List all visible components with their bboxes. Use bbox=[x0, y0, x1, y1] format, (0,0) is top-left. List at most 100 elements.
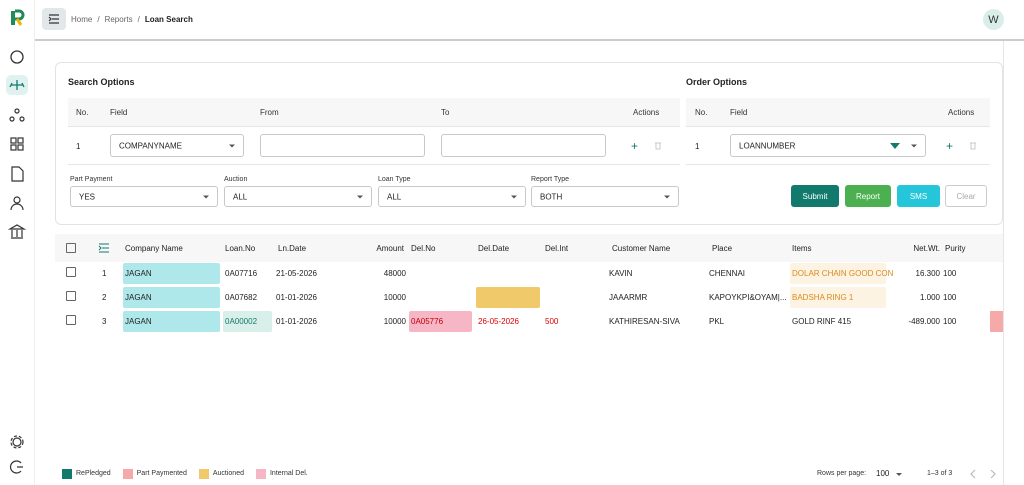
cell-highlight bbox=[223, 311, 272, 332]
row-index: 3 bbox=[102, 317, 107, 326]
row-number: 1 bbox=[76, 142, 81, 151]
field-select[interactable]: COMPANYNAME bbox=[110, 134, 244, 157]
column-header: Field bbox=[730, 108, 748, 117]
add-button[interactable]: + bbox=[631, 139, 639, 153]
column-header: From bbox=[260, 108, 279, 117]
cell-highlight bbox=[790, 263, 886, 284]
column-header: Del.No bbox=[411, 244, 436, 253]
cell: 100 bbox=[943, 293, 957, 302]
cell: KATHIRESAN-SIVA bbox=[609, 317, 680, 326]
columns-icon[interactable] bbox=[98, 243, 110, 253]
select-value: COMPANYNAME bbox=[119, 141, 182, 150]
cell: 21-05-2026 bbox=[276, 269, 317, 278]
rows-caret[interactable] bbox=[896, 473, 902, 476]
filter-select[interactable]: BOTH bbox=[531, 186, 679, 207]
legend-swatch bbox=[122, 469, 133, 479]
from-input[interactable] bbox=[260, 134, 425, 157]
column-header: Items bbox=[792, 244, 812, 253]
search-card bbox=[55, 62, 1003, 225]
dashboard-icon[interactable] bbox=[10, 50, 24, 64]
crumb[interactable]: Home bbox=[71, 15, 93, 24]
sidebar-divider bbox=[34, 0, 35, 485]
cell: CHENNAI bbox=[709, 269, 746, 278]
column-header: Place bbox=[712, 244, 733, 253]
table-header bbox=[686, 98, 990, 127]
column-header: No. bbox=[695, 108, 708, 117]
action-button[interactable]: Submit bbox=[791, 185, 839, 207]
avatar[interactable]: W bbox=[983, 9, 1004, 30]
row-checkbox[interactable] bbox=[66, 267, 76, 277]
column-header: Customer Name bbox=[612, 244, 671, 253]
menu-toggle[interactable] bbox=[42, 8, 66, 30]
to-input[interactable] bbox=[441, 134, 606, 157]
filter-select[interactable]: YES bbox=[70, 186, 218, 207]
cell: 10000 bbox=[383, 317, 406, 326]
action-button[interactable]: Report bbox=[845, 185, 891, 207]
cell: JAGAN bbox=[125, 269, 152, 278]
page-range: 1–3 of 3 bbox=[927, 470, 953, 477]
select-value: ALL bbox=[387, 192, 402, 201]
nav-icons[interactable] bbox=[7, 108, 27, 474]
cell: 100 bbox=[943, 317, 957, 326]
cell: 500 bbox=[545, 317, 559, 326]
order-select[interactable]: LOANNUMBER bbox=[730, 134, 926, 157]
filter-label: Report Type bbox=[531, 176, 570, 183]
delete-button[interactable] bbox=[654, 141, 662, 150]
select-all[interactable] bbox=[66, 243, 76, 253]
cell: 0A07682 bbox=[225, 293, 258, 302]
legend-label: RePledged bbox=[76, 470, 111, 477]
legend-label: Part Paymented bbox=[136, 470, 187, 477]
legend-swatch bbox=[255, 469, 266, 479]
cell-highlight bbox=[123, 263, 220, 284]
content-border bbox=[1003, 41, 1004, 485]
table-header bbox=[68, 98, 680, 127]
filter-select[interactable]: ALL bbox=[378, 186, 526, 207]
results-header bbox=[55, 234, 1003, 262]
cell-highlight bbox=[123, 311, 220, 332]
cell: JAAARMR bbox=[609, 293, 648, 302]
sort-icon[interactable] bbox=[890, 143, 900, 149]
filter-label: Loan Type bbox=[378, 176, 411, 183]
legend-label: Auctioned bbox=[212, 470, 244, 477]
cell: JAGAN bbox=[125, 317, 152, 326]
cell: 01-01-2026 bbox=[276, 317, 317, 326]
page-arrows[interactable] bbox=[968, 468, 998, 480]
crumb[interactable]: Reports bbox=[104, 15, 133, 24]
row-flag bbox=[990, 311, 1004, 332]
select-value: LOANNUMBER bbox=[739, 141, 796, 150]
sidebar bbox=[0, 0, 34, 485]
cell: 0A00002 bbox=[225, 317, 258, 326]
action-button[interactable]: Clear bbox=[945, 185, 987, 207]
add-button[interactable]: + bbox=[946, 139, 954, 153]
column-header: Company Name bbox=[125, 244, 183, 253]
row-border bbox=[686, 164, 990, 165]
rows-per-page-label: Rows per page: bbox=[817, 470, 867, 477]
cell: JAGAN bbox=[125, 293, 152, 302]
column-header: Del.Date bbox=[478, 244, 510, 253]
column-header: Actions bbox=[948, 108, 975, 117]
cell: KAPOYKPI&OYAM|... bbox=[709, 293, 787, 302]
cell-highlight bbox=[476, 287, 540, 308]
cell: GOLD RINF 415 bbox=[792, 317, 852, 326]
action-button[interactable]: SMS bbox=[897, 185, 940, 207]
cell: 0A07716 bbox=[225, 269, 258, 278]
cell-highlight bbox=[409, 311, 472, 332]
topbar-border bbox=[35, 39, 1024, 41]
cell: 48000 bbox=[383, 269, 406, 278]
rows-per-page[interactable]: 100 bbox=[876, 469, 890, 478]
breadcrumb: Home / Reports / Loan Search bbox=[71, 15, 193, 24]
filter-select[interactable]: ALL bbox=[224, 186, 372, 207]
crumb-current: Loan Search bbox=[144, 15, 193, 24]
delete-button[interactable] bbox=[969, 141, 977, 150]
column-header: No. bbox=[76, 108, 89, 117]
row-checkbox[interactable] bbox=[66, 291, 76, 301]
cell: BADSHA RING 1 bbox=[792, 293, 854, 302]
legend-swatch bbox=[62, 469, 72, 479]
row-index: 1 bbox=[102, 269, 107, 278]
cell: 16.300 bbox=[915, 269, 940, 278]
row-checkbox[interactable] bbox=[66, 315, 76, 325]
column-header: Actions bbox=[633, 108, 660, 117]
filter-label: Part Payment bbox=[70, 176, 113, 183]
select-value: ALL bbox=[233, 192, 248, 201]
